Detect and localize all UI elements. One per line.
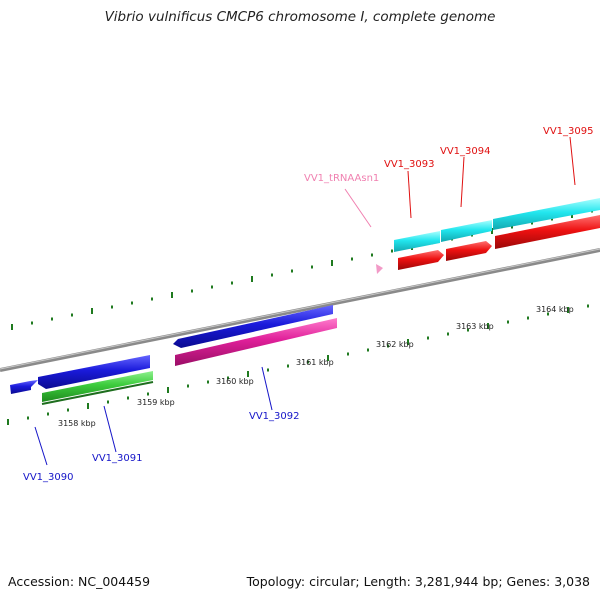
gene-vv1-3091-rna[interactable] — [42, 371, 153, 402]
leader-vv1-3090 — [34, 426, 48, 466]
gene-label-vv1-3093[interactable]: VV1_3093 — [384, 159, 435, 170]
rna-track-shadow — [41, 381, 154, 405]
lower-tick-row — [7, 304, 589, 425]
scale-label-3163: 3163 kbp — [456, 322, 494, 331]
gene-vv1-3093-arrow[interactable] — [398, 250, 444, 270]
scale-label-3164: 3164 kbp — [536, 305, 574, 314]
scale-label-3160: 3160 kbp — [216, 377, 254, 386]
gene-label-vv1-3092[interactable]: VV1_3092 — [249, 411, 300, 422]
gene-label-vv1-trnaasn1[interactable]: VV1_tRNAAsn1 — [304, 173, 379, 184]
leader-vv1-3095 — [569, 136, 576, 186]
trna-marker[interactable] — [376, 264, 383, 274]
scale-label-3158: 3158 kbp — [58, 419, 96, 428]
gene-label-vv1-3095[interactable]: VV1_3095 — [543, 126, 594, 137]
gene-label-vv1-3091[interactable]: VV1_3091 — [92, 453, 143, 464]
gene-vv1-3094-rna[interactable] — [441, 220, 492, 242]
gene-vv1-3092-arrow[interactable] — [173, 305, 333, 348]
gene-vv1-3090-arrow[interactable] — [10, 380, 38, 394]
gene-vv1-3091-arrow[interactable] — [38, 355, 150, 389]
scale-label-3161: 3161 kbp — [296, 358, 334, 367]
scale-label-3159: 3159 kbp — [137, 398, 175, 407]
accession-text: Accession: NC_004459 — [8, 574, 151, 589]
gene-label-vv1-3090[interactable]: VV1_3090 — [23, 472, 74, 483]
gene-vv1-3095-rna[interactable] — [493, 198, 600, 230]
gene-vv1-3093-rna[interactable] — [394, 231, 440, 252]
leader-vv1-trnaasn1 — [344, 188, 372, 228]
chromosome-backbone-highlight — [0, 248, 600, 370]
leader-vv1-3093 — [407, 170, 412, 219]
chromosome-backbone — [0, 248, 600, 372]
gene-vv1-3092-rna[interactable] — [175, 318, 337, 366]
leader-vv1-3094 — [460, 156, 465, 208]
leader-vv1-3092 — [261, 366, 273, 411]
scale-label-3162: 3162 kbp — [376, 340, 414, 349]
leader-vv1-3091 — [103, 405, 117, 453]
gene-vv1-3094-arrow[interactable] — [446, 241, 492, 261]
genome-summary-text: Topology: circular; Length: 3,281,944 bp… — [246, 574, 590, 589]
gene-vv1-3095-arrow[interactable] — [495, 215, 600, 249]
map-title: Vibrio vulnificus CMCP6 chromosome I, co… — [104, 9, 496, 25]
gene-label-vv1-3094[interactable]: VV1_3094 — [440, 146, 491, 157]
